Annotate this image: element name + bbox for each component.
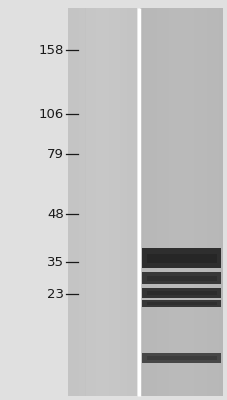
Bar (156, 8, 158, 396)
Bar (150, 8, 152, 396)
Bar (144, 8, 146, 396)
Bar (210, 8, 212, 396)
Bar (73, 8, 75, 396)
Bar (92, 8, 94, 396)
Bar (142, 248, 220, 268)
Bar (206, 8, 208, 396)
Bar (197, 8, 200, 396)
Bar (167, 8, 169, 396)
Bar (208, 8, 210, 396)
Bar (89, 8, 90, 396)
Bar (160, 8, 162, 396)
Bar (116, 8, 118, 396)
Bar (146, 302, 216, 305)
Bar (183, 8, 185, 396)
Bar (121, 8, 123, 396)
Bar (123, 8, 124, 396)
Bar (146, 276, 216, 281)
Bar (142, 288, 220, 298)
Bar (111, 8, 112, 396)
Bar (204, 8, 206, 396)
Bar (175, 8, 177, 396)
Bar (220, 8, 222, 396)
Bar (75, 8, 77, 396)
Bar (148, 8, 150, 396)
Bar (128, 8, 129, 396)
Bar (164, 8, 167, 396)
Bar (129, 8, 131, 396)
Bar (70, 8, 72, 396)
Bar (142, 300, 220, 307)
Bar (158, 8, 160, 396)
Bar (131, 8, 133, 396)
Bar (189, 8, 191, 396)
Bar (97, 8, 99, 396)
Text: 158: 158 (38, 44, 64, 56)
Bar (68, 8, 136, 396)
Bar (85, 8, 87, 396)
Bar (80, 8, 82, 396)
Bar (95, 8, 97, 396)
Bar (187, 8, 189, 396)
Bar (218, 8, 220, 396)
Bar (146, 356, 216, 360)
Bar (195, 8, 197, 396)
Text: 23: 23 (47, 288, 64, 300)
Bar (90, 8, 92, 396)
Bar (140, 8, 142, 396)
Bar (114, 8, 116, 396)
Bar (185, 8, 187, 396)
Bar (94, 8, 95, 396)
Bar (119, 8, 121, 396)
Bar (169, 8, 171, 396)
Bar (135, 8, 136, 396)
Bar (146, 254, 216, 263)
Bar (216, 8, 218, 396)
Bar (99, 8, 100, 396)
Text: 35: 35 (47, 256, 64, 268)
Bar (78, 8, 80, 396)
Bar (146, 291, 216, 295)
Bar (181, 8, 183, 396)
Bar (152, 8, 154, 396)
Bar (68, 8, 70, 396)
Bar (72, 8, 73, 396)
Bar (84, 8, 85, 396)
Bar (109, 8, 111, 396)
Bar (202, 8, 204, 396)
Bar (154, 8, 156, 396)
Bar (142, 8, 144, 396)
Bar (140, 8, 222, 396)
Bar (118, 8, 119, 396)
Bar (104, 8, 106, 396)
Bar (162, 8, 164, 396)
Text: 79: 79 (47, 148, 64, 160)
Bar (107, 8, 109, 396)
Bar (106, 8, 107, 396)
Bar (146, 8, 148, 396)
Text: 106: 106 (38, 108, 64, 120)
Bar (124, 8, 126, 396)
Bar (112, 8, 114, 396)
Bar (142, 353, 220, 363)
Bar (171, 8, 173, 396)
Bar (193, 8, 195, 396)
Bar (179, 8, 181, 396)
Bar (77, 8, 78, 396)
Bar (214, 8, 216, 396)
Bar (142, 272, 220, 284)
Bar (191, 8, 193, 396)
Bar (87, 8, 89, 396)
Bar (200, 8, 202, 396)
Bar (212, 8, 214, 396)
Text: 48: 48 (47, 208, 64, 220)
Bar (82, 8, 84, 396)
Bar (126, 8, 128, 396)
Bar (177, 8, 179, 396)
Bar (102, 8, 104, 396)
Bar (173, 8, 175, 396)
Bar (100, 8, 102, 396)
Bar (133, 8, 134, 396)
